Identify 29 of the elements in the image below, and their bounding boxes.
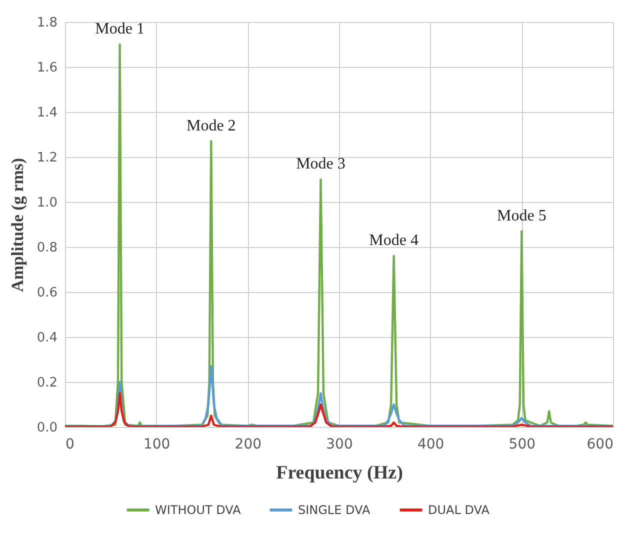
annotation: Mode 5: [497, 207, 546, 224]
y-tick-label: 1.6: [36, 60, 58, 76]
annotation: Mode 2: [186, 117, 236, 134]
x-axis-title: Frequency (Hz): [276, 462, 403, 484]
x-tick-label: 0: [66, 436, 74, 452]
legend-label: WITHOUT DVA: [155, 503, 242, 517]
x-tick-label: 500: [508, 436, 536, 452]
y-tick-label: 1.0: [36, 196, 58, 210]
line-series: [65, 392, 613, 427]
legend-label: DUAL DVA: [428, 503, 490, 517]
y-tick-label: 0.8: [36, 240, 58, 256]
line-series: [65, 365, 613, 427]
annotation: Mode 1: [95, 20, 144, 38]
y-tick-label: 1.8: [36, 16, 58, 30]
y-tick-label: 1.2: [36, 150, 58, 166]
annotation: Mode 3: [296, 156, 346, 172]
y-tick-label: 0.4: [36, 330, 58, 346]
x-tick-label: 100: [143, 436, 170, 452]
y-tick-label: 0.0: [36, 420, 58, 436]
y-tick-label: 0.2: [36, 376, 58, 390]
y-tick-label: 1.4: [36, 106, 58, 120]
y-tick-label: 0.6: [36, 286, 58, 300]
x-tick-label: 200: [234, 436, 262, 452]
legend-label: SINGLE DVA: [298, 503, 371, 517]
x-tick-label: 600: [586, 436, 614, 452]
x-tick-label: 400: [417, 436, 444, 452]
annotation: Mode 4: [369, 232, 418, 249]
x-tick-label: 300: [326, 436, 353, 452]
y-axis-title: Amplitude (g rms): [8, 158, 27, 292]
